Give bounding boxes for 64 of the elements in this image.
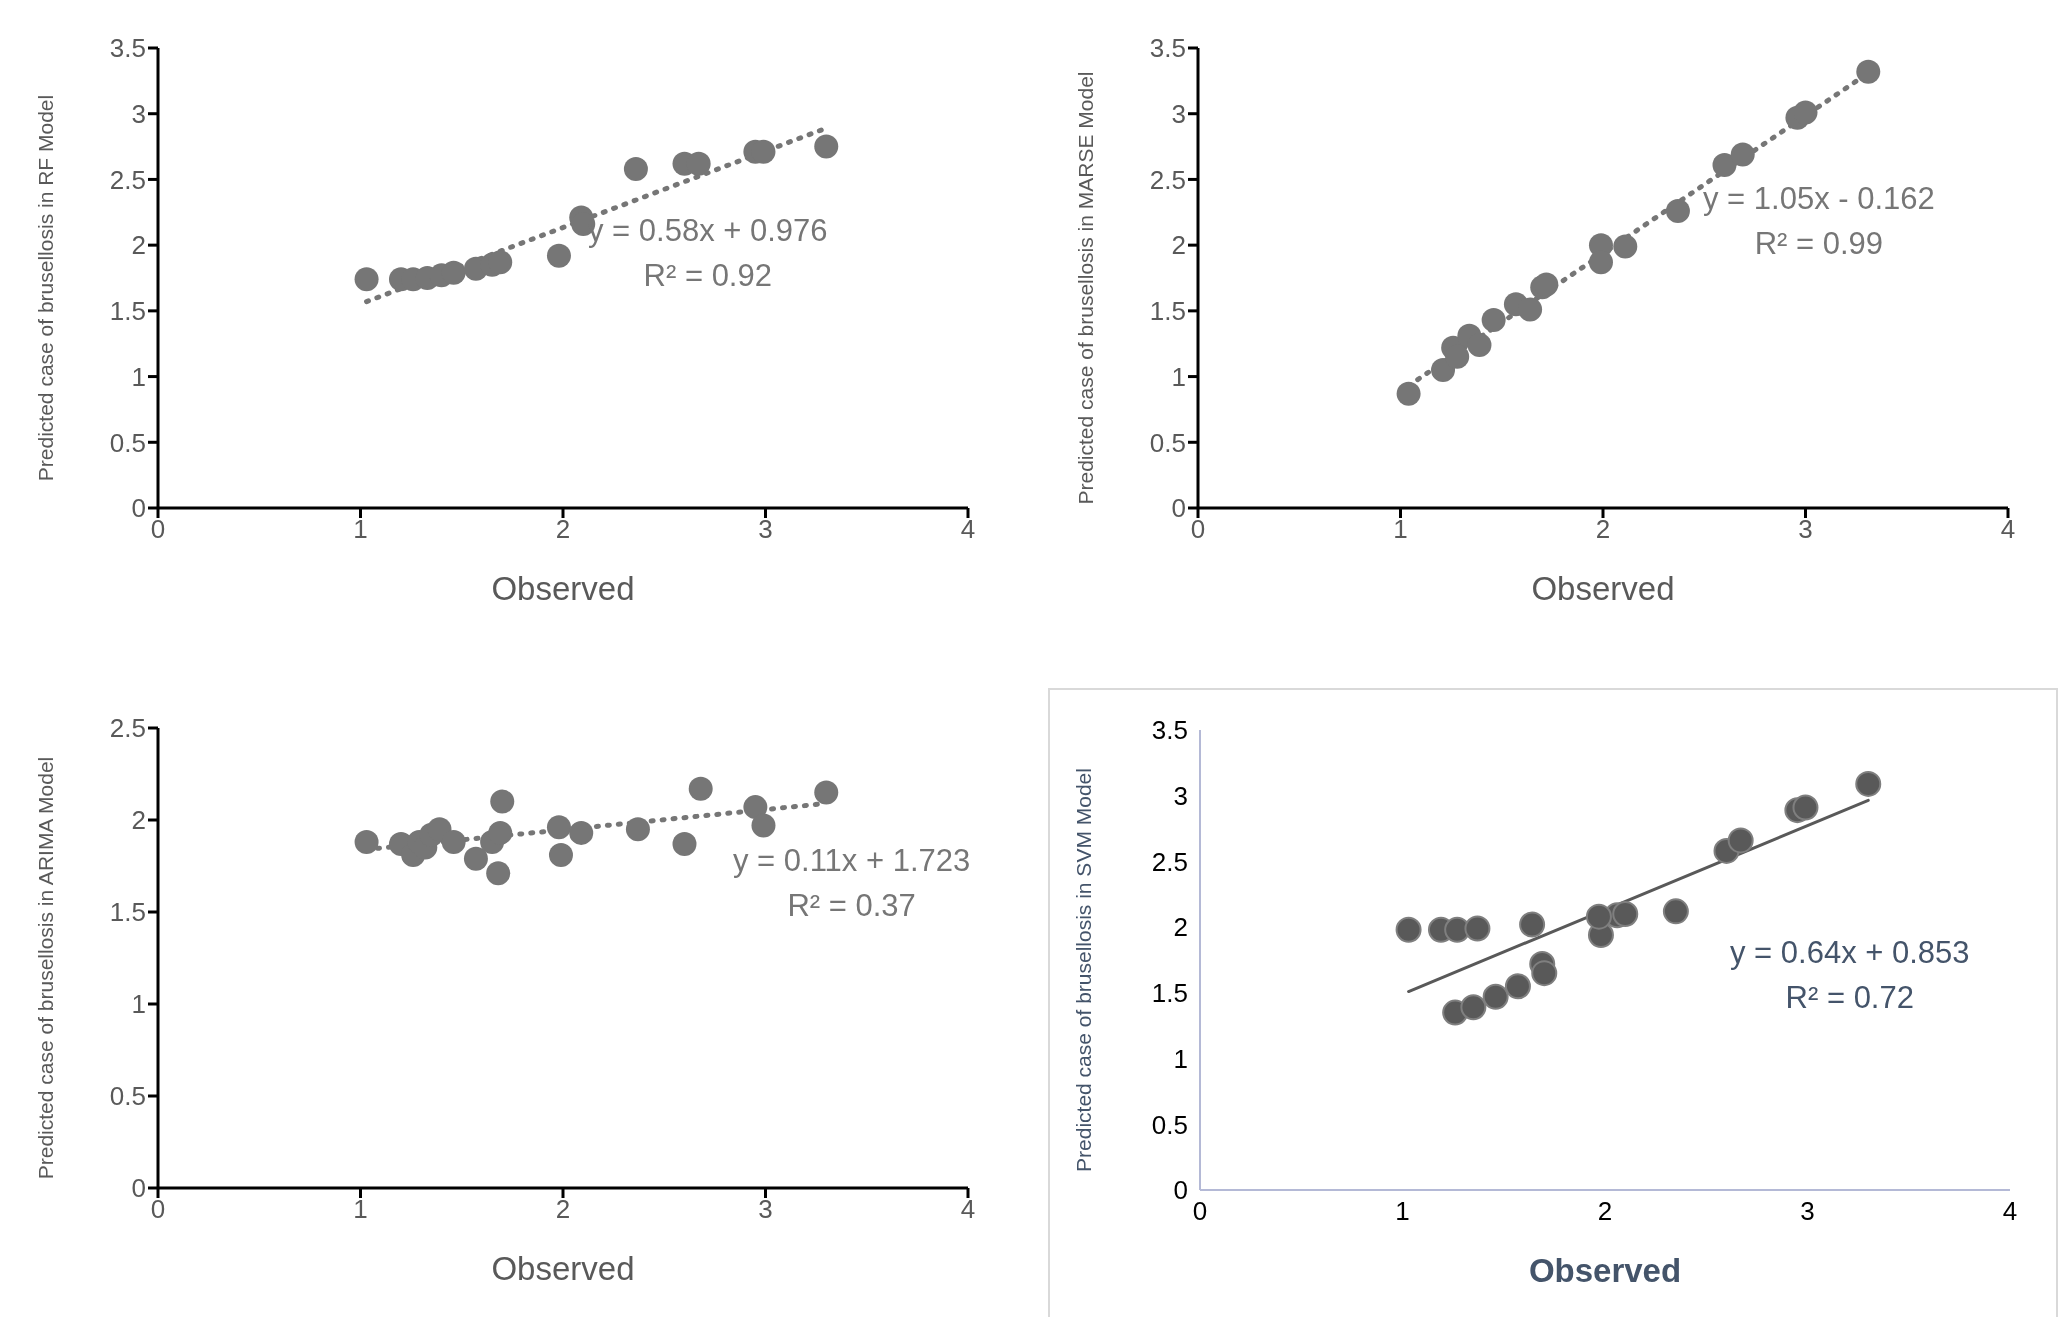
- y-axis-title: Predicted case of brusellosis in SVM Model: [1072, 767, 1096, 1174]
- annotation: R² = 0.37: [786, 887, 917, 925]
- annotation: y = 0.11x + 1.723: [733, 842, 971, 880]
- y-tick-label: 1.5: [109, 296, 146, 327]
- y-tick-label: 1: [1171, 361, 1186, 392]
- annotation: R² = 0.92: [642, 257, 773, 295]
- y-tick-label: 0: [131, 1173, 146, 1204]
- x-tick-label: 1: [1393, 514, 1408, 545]
- x-tick-label: 0: [1192, 1196, 1208, 1227]
- annotation: R² = 0.99: [1753, 225, 1885, 263]
- y-tick-label: 1.5: [1151, 978, 1188, 1009]
- x-tick-label: 0: [150, 514, 166, 545]
- x-tick-label: 2: [555, 514, 571, 545]
- x-axis-title: Observed: [491, 1250, 635, 1287]
- x-tick-label: 4: [2000, 514, 2016, 545]
- y-tick-label: 1.5: [1149, 296, 1186, 327]
- annotation: y = 1.05x - 0.162: [1703, 180, 1935, 218]
- x-axis-title: Observed: [1528, 1252, 1682, 1289]
- x-tick-label: 3: [758, 514, 773, 545]
- y-tick-label: 0: [1171, 493, 1186, 524]
- x-tick-label: 1: [353, 514, 368, 545]
- x-tick-label: 3: [1800, 1196, 1815, 1227]
- x-tick-label: 4: [960, 514, 976, 545]
- annotation: y = 0.64x + 0.853: [1730, 934, 1970, 972]
- x-tick-label: 3: [758, 1194, 773, 1225]
- y-tick-label: 3: [1173, 780, 1188, 811]
- y-tick-label: 3.5: [1149, 33, 1186, 64]
- annotation: R² = 0.72: [1784, 979, 1915, 1017]
- y-tick-label: 2.5: [1149, 164, 1186, 195]
- y-tick-label: 3: [1171, 98, 1186, 129]
- x-tick-label: 1: [353, 1194, 368, 1225]
- y-tick-label: 2.5: [109, 164, 146, 195]
- y-tick-label: 3: [131, 98, 146, 129]
- y-axis-title: Predicted case of brusellosis in ARIMA Model: [34, 755, 58, 1182]
- y-tick-label: 1: [131, 989, 146, 1020]
- y-axis-title: Predicted case of brusellosis in RF Model: [34, 93, 58, 484]
- y-tick-label: 0.5: [1151, 1109, 1188, 1140]
- y-tick-label: 3.5: [109, 33, 146, 64]
- y-tick-label: 0.5: [1149, 427, 1186, 458]
- y-tick-label: 0.5: [109, 427, 146, 458]
- y-tick-label: 2.5: [1151, 846, 1188, 877]
- x-tick-label: 3: [1798, 514, 1813, 545]
- y-axis-title: Predicted case of brusellosis in MARSE Model: [1074, 70, 1098, 507]
- x-tick-label: 1: [1395, 1196, 1410, 1227]
- x-tick-label: 4: [2002, 1196, 2018, 1227]
- y-tick-label: 0: [1173, 1175, 1188, 1206]
- x-tick-label: 2: [1597, 1196, 1613, 1227]
- x-axis-title: Observed: [1531, 570, 1675, 607]
- y-tick-label: 1: [131, 361, 146, 392]
- y-tick-label: 0.5: [109, 1081, 146, 1112]
- y-tick-label: 2.5: [109, 713, 146, 744]
- y-tick-label: 2: [131, 805, 146, 836]
- x-tick-label: 2: [555, 1194, 571, 1225]
- y-tick-label: 0: [131, 493, 146, 524]
- x-tick-label: 2: [1595, 514, 1611, 545]
- x-tick-label: 0: [150, 1194, 166, 1225]
- y-tick-label: 2: [1171, 230, 1186, 261]
- y-tick-label: 3.5: [1151, 715, 1188, 746]
- y-tick-label: 1.5: [109, 897, 146, 928]
- y-tick-label: 2: [1173, 912, 1188, 943]
- x-axis-title: Observed: [491, 570, 635, 607]
- y-tick-label: 1: [1173, 1043, 1188, 1074]
- y-tick-label: 2: [131, 230, 146, 261]
- x-tick-label: 4: [960, 1194, 976, 1225]
